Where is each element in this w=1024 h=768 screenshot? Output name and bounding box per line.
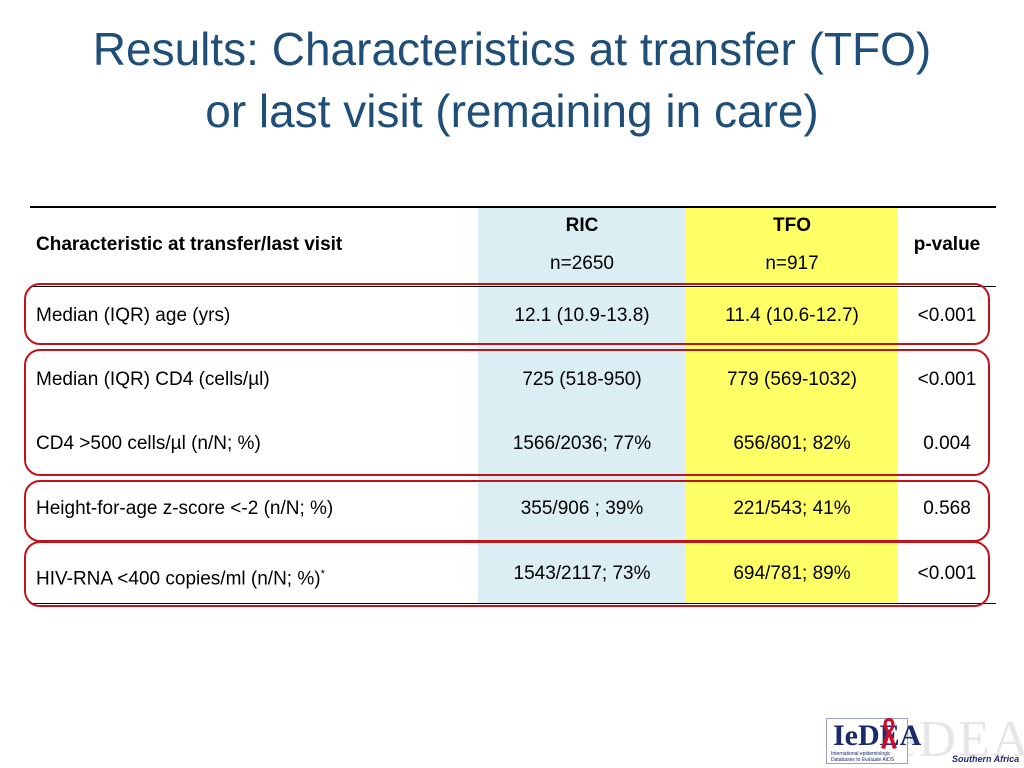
- slide-title-line-1: Results: Characteristics at transfer (TF…: [92, 23, 932, 75]
- header-ric-label: RIC: [565, 215, 599, 236]
- table-bottom-rule: [30, 603, 996, 604]
- highlight-box-age: [24, 283, 990, 345]
- logo-wordmark: IeDEA: [833, 719, 922, 752]
- logo-tagline: International epidemiologic Databases to…: [831, 751, 895, 763]
- header-pvalue: p-value: [913, 234, 981, 255]
- row-hiv-rna-tfo: 694/781; 89%: [733, 563, 851, 584]
- table-top-rule: [30, 206, 996, 208]
- table-header-rule: [30, 286, 996, 287]
- logo-region: Southern Africa: [952, 754, 1020, 764]
- footnote-marker: *: [320, 568, 325, 580]
- row-hiv-rna-pvalue: <0.001: [917, 563, 977, 584]
- row-cd4-median-ric: 725 (518-950): [522, 369, 642, 390]
- highlight-box-cd4: [24, 349, 990, 476]
- slide-title: Results: Characteristics at transfer (TF…: [0, 18, 1024, 142]
- row-hiv-rna-label: HIV-RNA <400 copies/ml (n/N; %): [36, 568, 321, 590]
- row-age-pvalue: <0.001: [917, 305, 977, 326]
- iedea-logo: IeDEA IeDEA International epidemiologic …: [826, 714, 1024, 766]
- row-cd4-median-pvalue: <0.001: [917, 369, 977, 390]
- tfo-column-background: [686, 208, 898, 603]
- header-tfo-label: TFO: [773, 215, 811, 236]
- row-hiv-rna-ric: 1543/2117; 73%: [513, 563, 651, 584]
- ric-column-background: [478, 208, 686, 603]
- slide-title-line-2: or last visit (remaining in care): [205, 85, 819, 137]
- row-height-tfo: 221/543; 41%: [733, 498, 851, 519]
- highlight-box-hiv-rna: [24, 541, 990, 607]
- row-age-tfo: 11.4 (10.6-12.7): [725, 305, 859, 326]
- row-cd4-median-characteristic: Median (IQR) CD4 (cells/µl): [36, 369, 270, 390]
- row-cd4-500-ric: 1566/2036; 77%: [512, 433, 652, 454]
- row-age-ric: 12.1 (10.9-13.8): [514, 305, 650, 326]
- row-age-characteristic: Median (IQR) age (yrs): [36, 305, 231, 326]
- results-table: Characteristic at transfer/last visit RI…: [30, 206, 996, 604]
- header-ric-n: n=2650: [550, 253, 614, 274]
- row-hiv-rna-characteristic: HIV-RNA <400 copies/ml (n/N; %)*: [36, 562, 325, 591]
- row-height-pvalue: 0.568: [923, 498, 971, 519]
- row-cd4-500-pvalue: 0.004: [923, 433, 971, 454]
- header-tfo-n: n=917: [765, 253, 819, 274]
- row-cd4-median-tfo: 779 (569-1032): [727, 369, 857, 390]
- red-ribbon-icon: [881, 718, 897, 749]
- highlight-box-height: [24, 480, 990, 542]
- row-cd4-500-characteristic: CD4 >500 cells/µl (n/N; %): [36, 433, 261, 454]
- header-characteristic: Characteristic at transfer/last visit: [36, 234, 343, 255]
- row-height-ric: 355/906 ; 39%: [520, 498, 644, 519]
- row-cd4-500-tfo: 656/801; 82%: [733, 433, 851, 454]
- row-height-characteristic: Height-for-age z-score <-2 (n/N; %): [36, 498, 334, 519]
